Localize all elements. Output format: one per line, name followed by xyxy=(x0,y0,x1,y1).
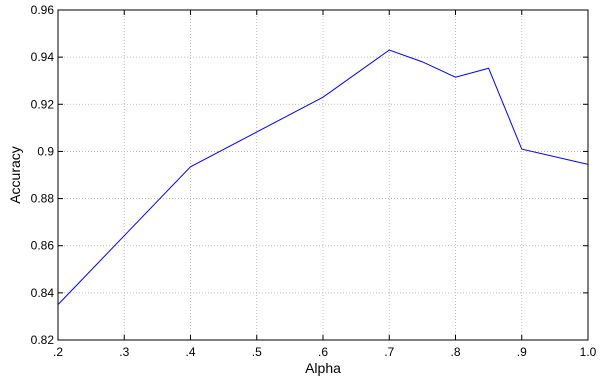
y-tick-labels: 0.82 0.84 0.86 0.88 0.9 0.92 0.94 0.96 xyxy=(31,3,55,347)
accuracy-series-line xyxy=(57,49,589,305)
x-tick-labels: .2 .3 .4 .5 .6 .7 .8 .9 1.0 xyxy=(53,345,597,359)
x-tick-label: .4 xyxy=(185,345,195,359)
grid-lines xyxy=(58,10,588,340)
x-tick-label: 1.0 xyxy=(580,345,597,359)
y-tick-label: 0.96 xyxy=(31,3,55,17)
y-tick-label: 0.94 xyxy=(31,50,55,64)
y-tick-label: 0.82 xyxy=(31,333,55,347)
y-axis-label: Accuracy xyxy=(7,146,23,204)
y-tick-label: 0.86 xyxy=(31,239,55,253)
x-axis-label: Alpha xyxy=(305,360,341,376)
y-tick-label: 0.92 xyxy=(31,97,55,111)
y-tick-label: 0.84 xyxy=(31,286,55,300)
x-tick-label: .6 xyxy=(318,345,328,359)
series-group xyxy=(57,49,589,305)
x-tick-label: .9 xyxy=(517,345,527,359)
x-tick-label: .8 xyxy=(450,345,460,359)
axis-ticks xyxy=(57,9,589,341)
x-tick-label: .2 xyxy=(53,345,63,359)
x-tick-label: .5 xyxy=(252,345,262,359)
y-tick-label: 0.88 xyxy=(31,192,55,206)
y-tick-label: 0.9 xyxy=(37,144,54,158)
x-tick-label: .3 xyxy=(119,345,129,359)
x-tick-label: .7 xyxy=(384,345,394,359)
